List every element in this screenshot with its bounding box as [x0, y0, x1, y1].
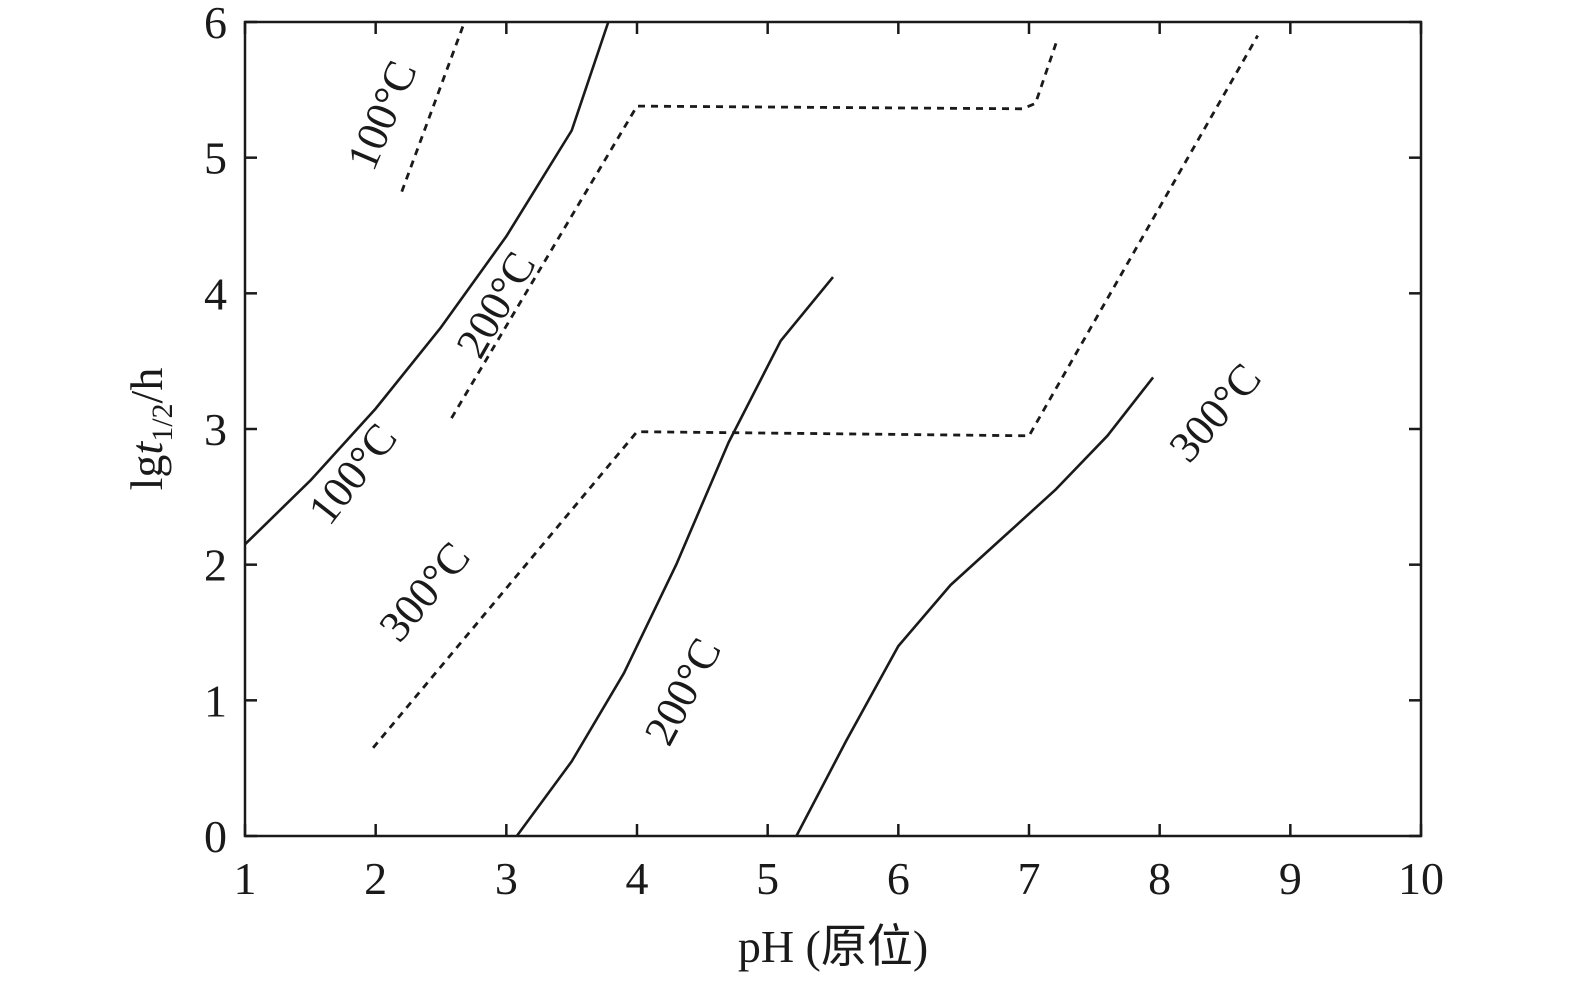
y-tick-label: 4: [204, 268, 227, 319]
series-solid-200: [515, 276, 835, 837]
series-dotted-300: [372, 34, 1259, 749]
x-tick-label: 10: [1398, 853, 1444, 904]
x-tick-label: 7: [1018, 853, 1041, 904]
x-tick-label: 9: [1279, 853, 1302, 904]
x-tick-label: 5: [756, 853, 779, 904]
x-tick-label: 6: [887, 853, 910, 904]
x-axis-label: pH (原位): [738, 921, 928, 972]
y-axis-label: lgt1/2/h: [121, 368, 179, 491]
curve-label-solid-300: 300°C: [1160, 354, 1271, 471]
x-tick-label: 3: [495, 853, 518, 904]
x-tick-label: 8: [1148, 853, 1171, 904]
y-axis-label-var: t: [121, 441, 172, 455]
y-axis-label-unit: /h: [121, 368, 172, 404]
y-axis-label-sub: 1/2: [146, 403, 179, 441]
y-tick-label: 1: [204, 675, 227, 726]
y-tick-label: 6: [204, 0, 227, 48]
curve-label-solid-200: 200°C: [635, 630, 731, 753]
series-solid-300: [795, 376, 1155, 837]
series-solid-100: [244, 21, 610, 546]
x-tick-label: 2: [364, 853, 387, 904]
series-dotted-200: [450, 37, 1060, 419]
y-tick-label: 3: [204, 404, 227, 455]
plot-frame: [243, 20, 1423, 838]
curve-label-dotted-200: 200°C: [447, 244, 546, 366]
y-tick-label: 2: [204, 540, 227, 591]
x-tick-label: 1: [234, 853, 257, 904]
x-tick-label: 4: [626, 853, 649, 904]
curve-label-dotted-100: 100°C: [337, 54, 426, 177]
curve-label-dotted-300: 300°C: [369, 533, 479, 651]
y-tick-label: 5: [204, 133, 227, 184]
series-layer: [244, 21, 1259, 837]
y-tick-label: 0: [204, 811, 227, 862]
series-dotted-100: [400, 21, 466, 193]
y-axis-label-main: lg: [121, 455, 172, 491]
